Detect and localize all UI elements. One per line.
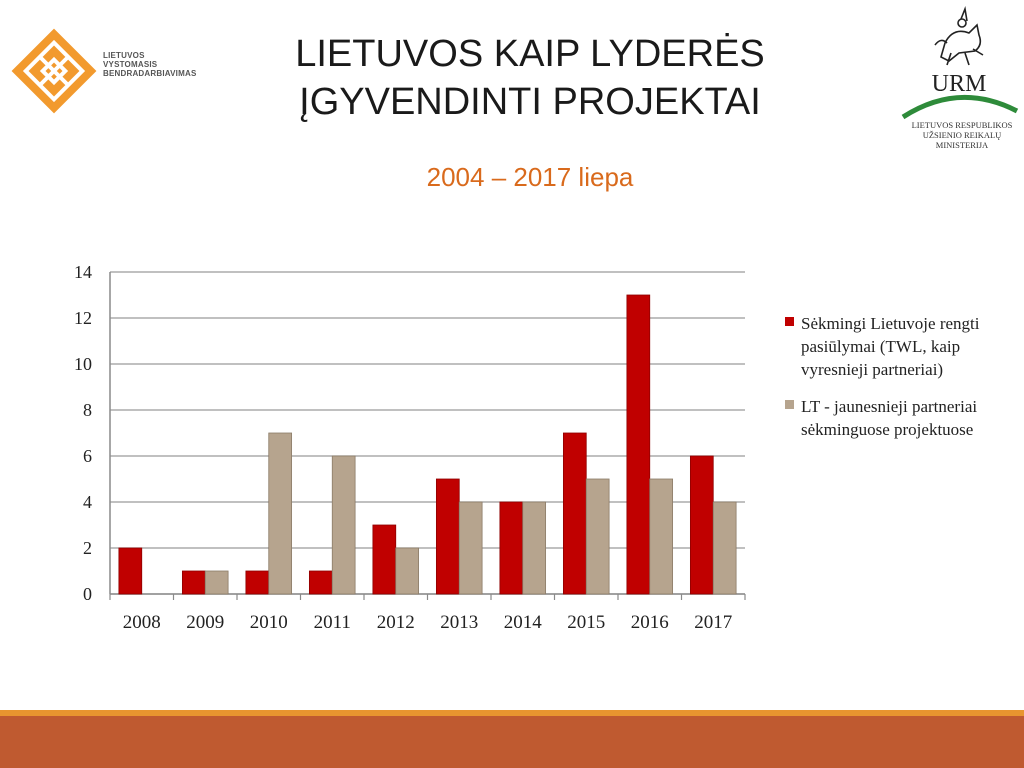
bar-series-1-2016	[626, 294, 651, 595]
urm-logo-text: LIETUVOS RESPUBLIKOS UŽSIENIO REIKALŲ MI…	[900, 120, 1024, 150]
urm-logo-line: MINISTERIJA	[935, 140, 989, 150]
urm-logo: URM	[901, 6, 1019, 120]
legend-label: Sėkmingi Lietuvoje rengti pasiūlymai (TW…	[801, 314, 980, 379]
bar-series-2-2016	[649, 478, 674, 595]
bar-series-1-2010	[245, 570, 270, 595]
bar-series-2-2013	[458, 501, 483, 595]
x-tick-label: 2008	[123, 612, 161, 633]
chart-legend: Sėkmingi Lietuvoje rengti pasiūlymai (TW…	[785, 312, 1000, 455]
urm-abbr: URM	[932, 71, 987, 97]
bar-series-2-2010	[268, 432, 293, 595]
bar-series-2-2017	[712, 501, 737, 595]
x-tick-label: 2014	[504, 612, 543, 633]
x-tick-label: 2017	[694, 612, 732, 633]
y-tick-label: 10	[74, 354, 92, 374]
lvb-logo	[11, 28, 97, 114]
legend-swatch	[785, 400, 794, 409]
lvb-logo-line: LIETUVOS	[103, 51, 145, 60]
x-tick-label: 2016	[631, 612, 669, 633]
y-tick-label: 8	[83, 400, 92, 420]
bar-chart: 0 2 4 6 8 10 12 14 2008 2009 2010 2011 2012 2013 2014 2…	[74, 262, 746, 633]
x-tick-label: 2013	[440, 612, 478, 633]
title-line-2: ĮGYVENDINTI PROJEKTAI	[299, 81, 761, 123]
y-tick-label: 2	[83, 538, 92, 558]
bar-series-2-2009	[204, 570, 229, 595]
x-tick-label: 2012	[377, 612, 415, 633]
lvb-logo-line: VYSTOMASIS	[103, 60, 158, 69]
title-line-1: LIETUVOS KAIP LYDERĖS	[295, 33, 765, 75]
x-tick-label: 2011	[314, 612, 351, 633]
page-subtitle: 2004 – 2017 liepa	[426, 162, 634, 192]
x-tick-label: 2015	[567, 612, 605, 633]
bar-series-1-2013	[435, 478, 460, 595]
legend-item-series-1: Sėkmingi Lietuvoje rengti pasiūlymai (TW…	[785, 312, 1000, 381]
bar-series-1-2012	[372, 524, 397, 595]
y-tick-label: 6	[83, 446, 92, 466]
vytis-emblem-icon	[934, 6, 984, 66]
bar-series-2-2015	[585, 478, 610, 595]
x-tick-label: 2010	[250, 612, 288, 633]
bar-series-1-2008	[118, 547, 143, 595]
bar-series-2-2011	[331, 455, 356, 595]
legend-swatch	[785, 317, 794, 326]
y-tick-label: 0	[83, 584, 92, 604]
bar-series-2-2012	[395, 547, 420, 595]
bar-series-1-2009	[181, 570, 206, 595]
bar-series-1-2017	[689, 455, 714, 595]
legend-label: LT - jaunesnieji partneriai sėkminguose …	[801, 397, 978, 439]
footer-band	[0, 716, 1024, 768]
urm-logo-line: UŽSIENIO REIKALŲ	[922, 130, 1002, 140]
y-tick-label: 12	[74, 308, 92, 328]
y-tick-label: 4	[83, 492, 92, 512]
lvb-logo-text: LIETUVOS VYSTOMASIS BENDRADARBIAVIMAS	[103, 51, 196, 78]
x-tick-label: 2009	[186, 612, 224, 633]
bar-series-1-2014	[499, 501, 524, 595]
page-title: LIETUVOS KAIP LYDERĖS ĮGYVENDINTI PROJEK…	[210, 30, 850, 126]
bar-series-1-2015	[562, 432, 587, 595]
urm-logo-line: LIETUVOS RESPUBLIKOS	[911, 120, 1013, 130]
bar-series-1-2011	[308, 570, 333, 595]
lvb-logo-line: BENDRADARBIAVIMAS	[103, 69, 197, 78]
bar-series-2-2014	[522, 501, 547, 595]
y-tick-label: 14	[74, 262, 92, 282]
footer-accent-stripe	[0, 710, 1024, 716]
legend-item-series-2: LT - jaunesnieji partneriai sėkminguose …	[785, 395, 1000, 441]
